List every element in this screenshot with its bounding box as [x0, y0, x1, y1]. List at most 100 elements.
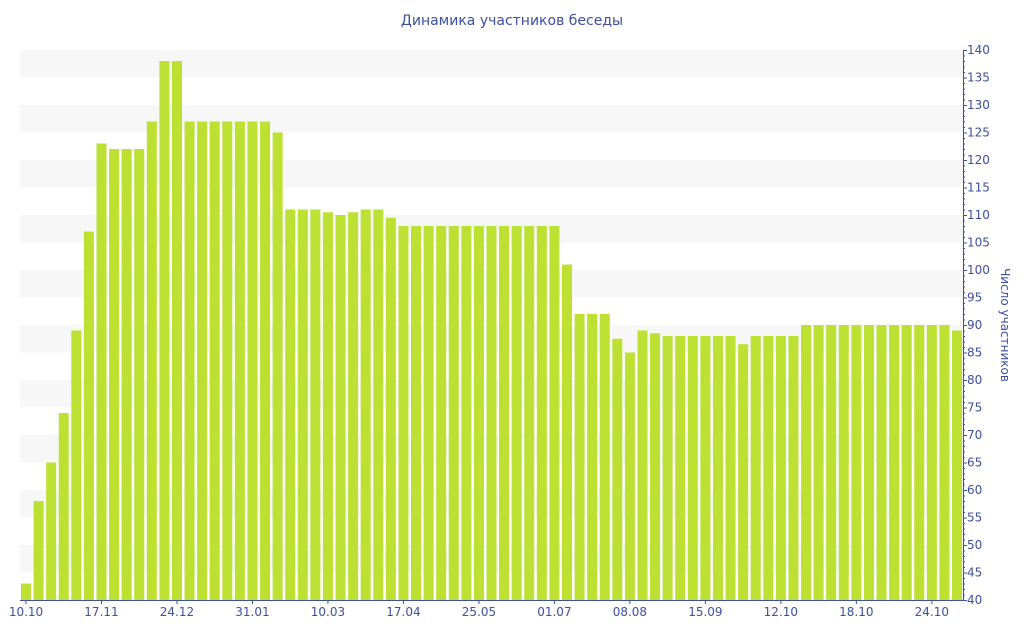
bar	[775, 336, 786, 600]
y-tick-label: 70	[967, 428, 982, 442]
bar	[801, 325, 812, 600]
y-tick-label: 60	[967, 483, 982, 497]
bar	[58, 413, 69, 600]
bar	[373, 209, 384, 600]
y-tick-label: 95	[967, 291, 982, 305]
bar	[197, 121, 208, 600]
bar	[939, 325, 950, 600]
bar	[889, 325, 900, 600]
bar	[561, 264, 572, 600]
bar	[511, 226, 522, 600]
bar	[33, 501, 44, 600]
bar	[700, 336, 711, 600]
bar	[423, 226, 434, 600]
y-tick-label: 50	[967, 538, 982, 552]
bar	[385, 217, 396, 600]
y-tick-label: 120	[967, 153, 990, 167]
bars	[21, 61, 962, 600]
bar	[335, 215, 346, 600]
x-tick-label: 18.10	[839, 605, 873, 619]
y-tick-label: 85	[967, 346, 982, 360]
y-tick-label: 110	[967, 208, 990, 222]
bar	[599, 314, 610, 600]
x-tick-label: 10.10	[9, 605, 43, 619]
bar	[486, 226, 497, 600]
bar	[260, 121, 271, 600]
bar	[146, 121, 157, 600]
y-tick-label: 140	[967, 43, 990, 57]
y-tick-label: 115	[967, 181, 990, 195]
bar	[675, 336, 686, 600]
x-tick-label: 15.09	[688, 605, 722, 619]
y-tick-label: 45	[967, 566, 982, 580]
y-tick-label: 75	[967, 401, 982, 415]
bar	[222, 121, 233, 600]
bar	[914, 325, 925, 600]
bar	[712, 336, 723, 600]
x-tick-label: 24.10	[915, 605, 949, 619]
bar	[272, 132, 283, 600]
y-tick-label: 90	[967, 318, 982, 332]
bar	[536, 226, 547, 600]
bar	[926, 325, 937, 600]
y-tick-label: 125	[967, 126, 990, 140]
bar	[461, 226, 472, 600]
bar	[524, 226, 535, 600]
bar	[838, 325, 849, 600]
bar	[71, 330, 82, 600]
x-tick-label: 31.01	[235, 605, 269, 619]
bar	[360, 209, 371, 600]
y-tick-label: 65	[967, 456, 982, 470]
bar	[398, 226, 409, 600]
bar	[322, 212, 333, 600]
x-axis: 10.10 17.11 24.12 31.01 10.03 17.04 25.05 01.07…	[9, 600, 963, 619]
bar	[297, 209, 308, 600]
x-tick-label: 08.08	[613, 605, 647, 619]
bar	[662, 336, 673, 600]
bar	[285, 209, 296, 600]
x-tick-label: 10.03	[311, 605, 345, 619]
y-axis: 40 45 50 55 60 65 70 75 80 85 90 95 100 105 110 115 120 1…	[963, 43, 990, 607]
bar	[863, 325, 874, 600]
bar	[134, 149, 145, 600]
bar	[813, 325, 824, 600]
bar	[549, 226, 560, 600]
bar	[209, 121, 220, 600]
x-tick-label: 25.05	[462, 605, 496, 619]
x-tick-label: 17.11	[84, 605, 118, 619]
bar	[587, 314, 598, 600]
bar	[624, 352, 635, 600]
bar	[121, 149, 132, 600]
bar	[952, 330, 962, 600]
bar	[687, 336, 698, 600]
bar	[234, 121, 245, 600]
bar	[574, 314, 585, 600]
y-tick-label: 55	[967, 511, 982, 525]
y-tick-label: 80	[967, 373, 982, 387]
x-tick-label: 01.07	[537, 605, 571, 619]
y-axis-title: Число участников	[998, 268, 1012, 382]
bar	[650, 333, 661, 600]
y-tick-label: 40	[967, 593, 982, 607]
bar	[473, 226, 484, 600]
bar	[750, 336, 761, 600]
bar	[901, 325, 912, 600]
chart-title: Динамика участников беседы	[400, 13, 624, 29]
bar	[612, 338, 623, 600]
bar	[876, 325, 887, 600]
bar	[184, 121, 195, 600]
bar	[826, 325, 837, 600]
bar	[21, 583, 31, 600]
bar	[637, 330, 648, 600]
y-tick-label: 135	[967, 71, 990, 85]
bar	[851, 325, 862, 600]
bar	[738, 344, 749, 600]
bar	[788, 336, 799, 600]
bar	[499, 226, 510, 600]
bar	[96, 143, 107, 600]
bar	[448, 226, 459, 600]
bar	[436, 226, 447, 600]
x-tick-label: 17.04	[386, 605, 420, 619]
bar	[247, 121, 258, 600]
y-tick-label: 105	[967, 236, 990, 250]
